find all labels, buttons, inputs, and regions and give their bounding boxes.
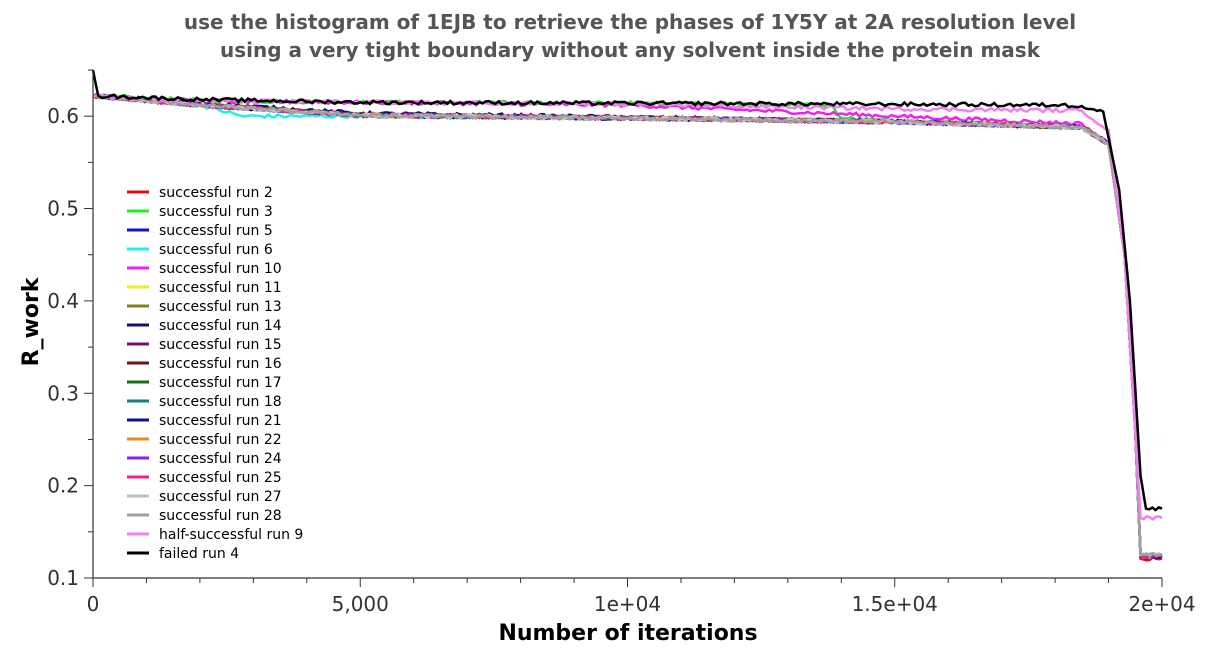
x-tick-label: 1e+04: [594, 592, 661, 616]
legend: successful run 2 successful run 3 successf…: [127, 185, 303, 562]
chart-title-line-2: using a very tight boundary without any …: [219, 38, 1041, 62]
legend-label: successful run 14: [159, 318, 282, 334]
legend-label: successful run 24: [159, 451, 282, 467]
chart-title-line-1: use the histogram of 1EJB to retrieve th…: [183, 10, 1077, 34]
x-tick-label: 2e+04: [1128, 592, 1195, 616]
y-tick-label: 0.1: [47, 566, 79, 590]
legend-label: successful run 16: [159, 356, 282, 372]
legend-label: successful run 15: [159, 337, 282, 353]
x-axis-title: Number of iterations: [498, 621, 757, 646]
x-tick-label: 5,000: [332, 592, 389, 616]
plot-area: [91, 69, 1163, 562]
y-tick-label: 0.3: [47, 381, 79, 405]
legend-label: failed run 4: [159, 546, 239, 562]
y-tick-label: 0.6: [47, 104, 79, 128]
legend-label: successful run 27: [159, 489, 282, 505]
x-tick-label: 1.5e+04: [852, 592, 938, 616]
legend-label: successful run 10: [159, 261, 282, 277]
legend-label: successful run 5: [159, 223, 273, 239]
series-line-18: [92, 93, 1163, 557]
y-tick-label: 0.4: [47, 289, 79, 313]
x-tick-label: 0: [87, 592, 100, 616]
legend-label: successful run 17: [159, 375, 282, 391]
legend-label: successful run 18: [159, 394, 282, 410]
y-tick-label: 0.2: [47, 474, 79, 498]
legend-label: successful run 28: [159, 508, 282, 524]
legend-label: successful run 6: [159, 242, 273, 258]
y-axis-title: R_work: [19, 276, 44, 366]
legend-label: successful run 13: [159, 299, 282, 315]
legend-label: successful run 11: [159, 280, 282, 296]
legend-label: successful run 3: [159, 204, 273, 220]
legend-label: half-successful run 9: [159, 527, 303, 543]
legend-label: successful run 25: [159, 470, 282, 486]
y-tick-label: 0.5: [47, 197, 79, 221]
axes: 0 5,000 1e+04 1.5e+04 2e+04 0.1 0.2 0.3 0.4 0.5 0.…: [47, 69, 1196, 616]
legend-label: successful run 2: [159, 185, 273, 201]
legend-label: successful run 21: [159, 413, 282, 429]
series-line-20: [91, 69, 1163, 512]
legend-label: successful run 22: [159, 432, 282, 448]
